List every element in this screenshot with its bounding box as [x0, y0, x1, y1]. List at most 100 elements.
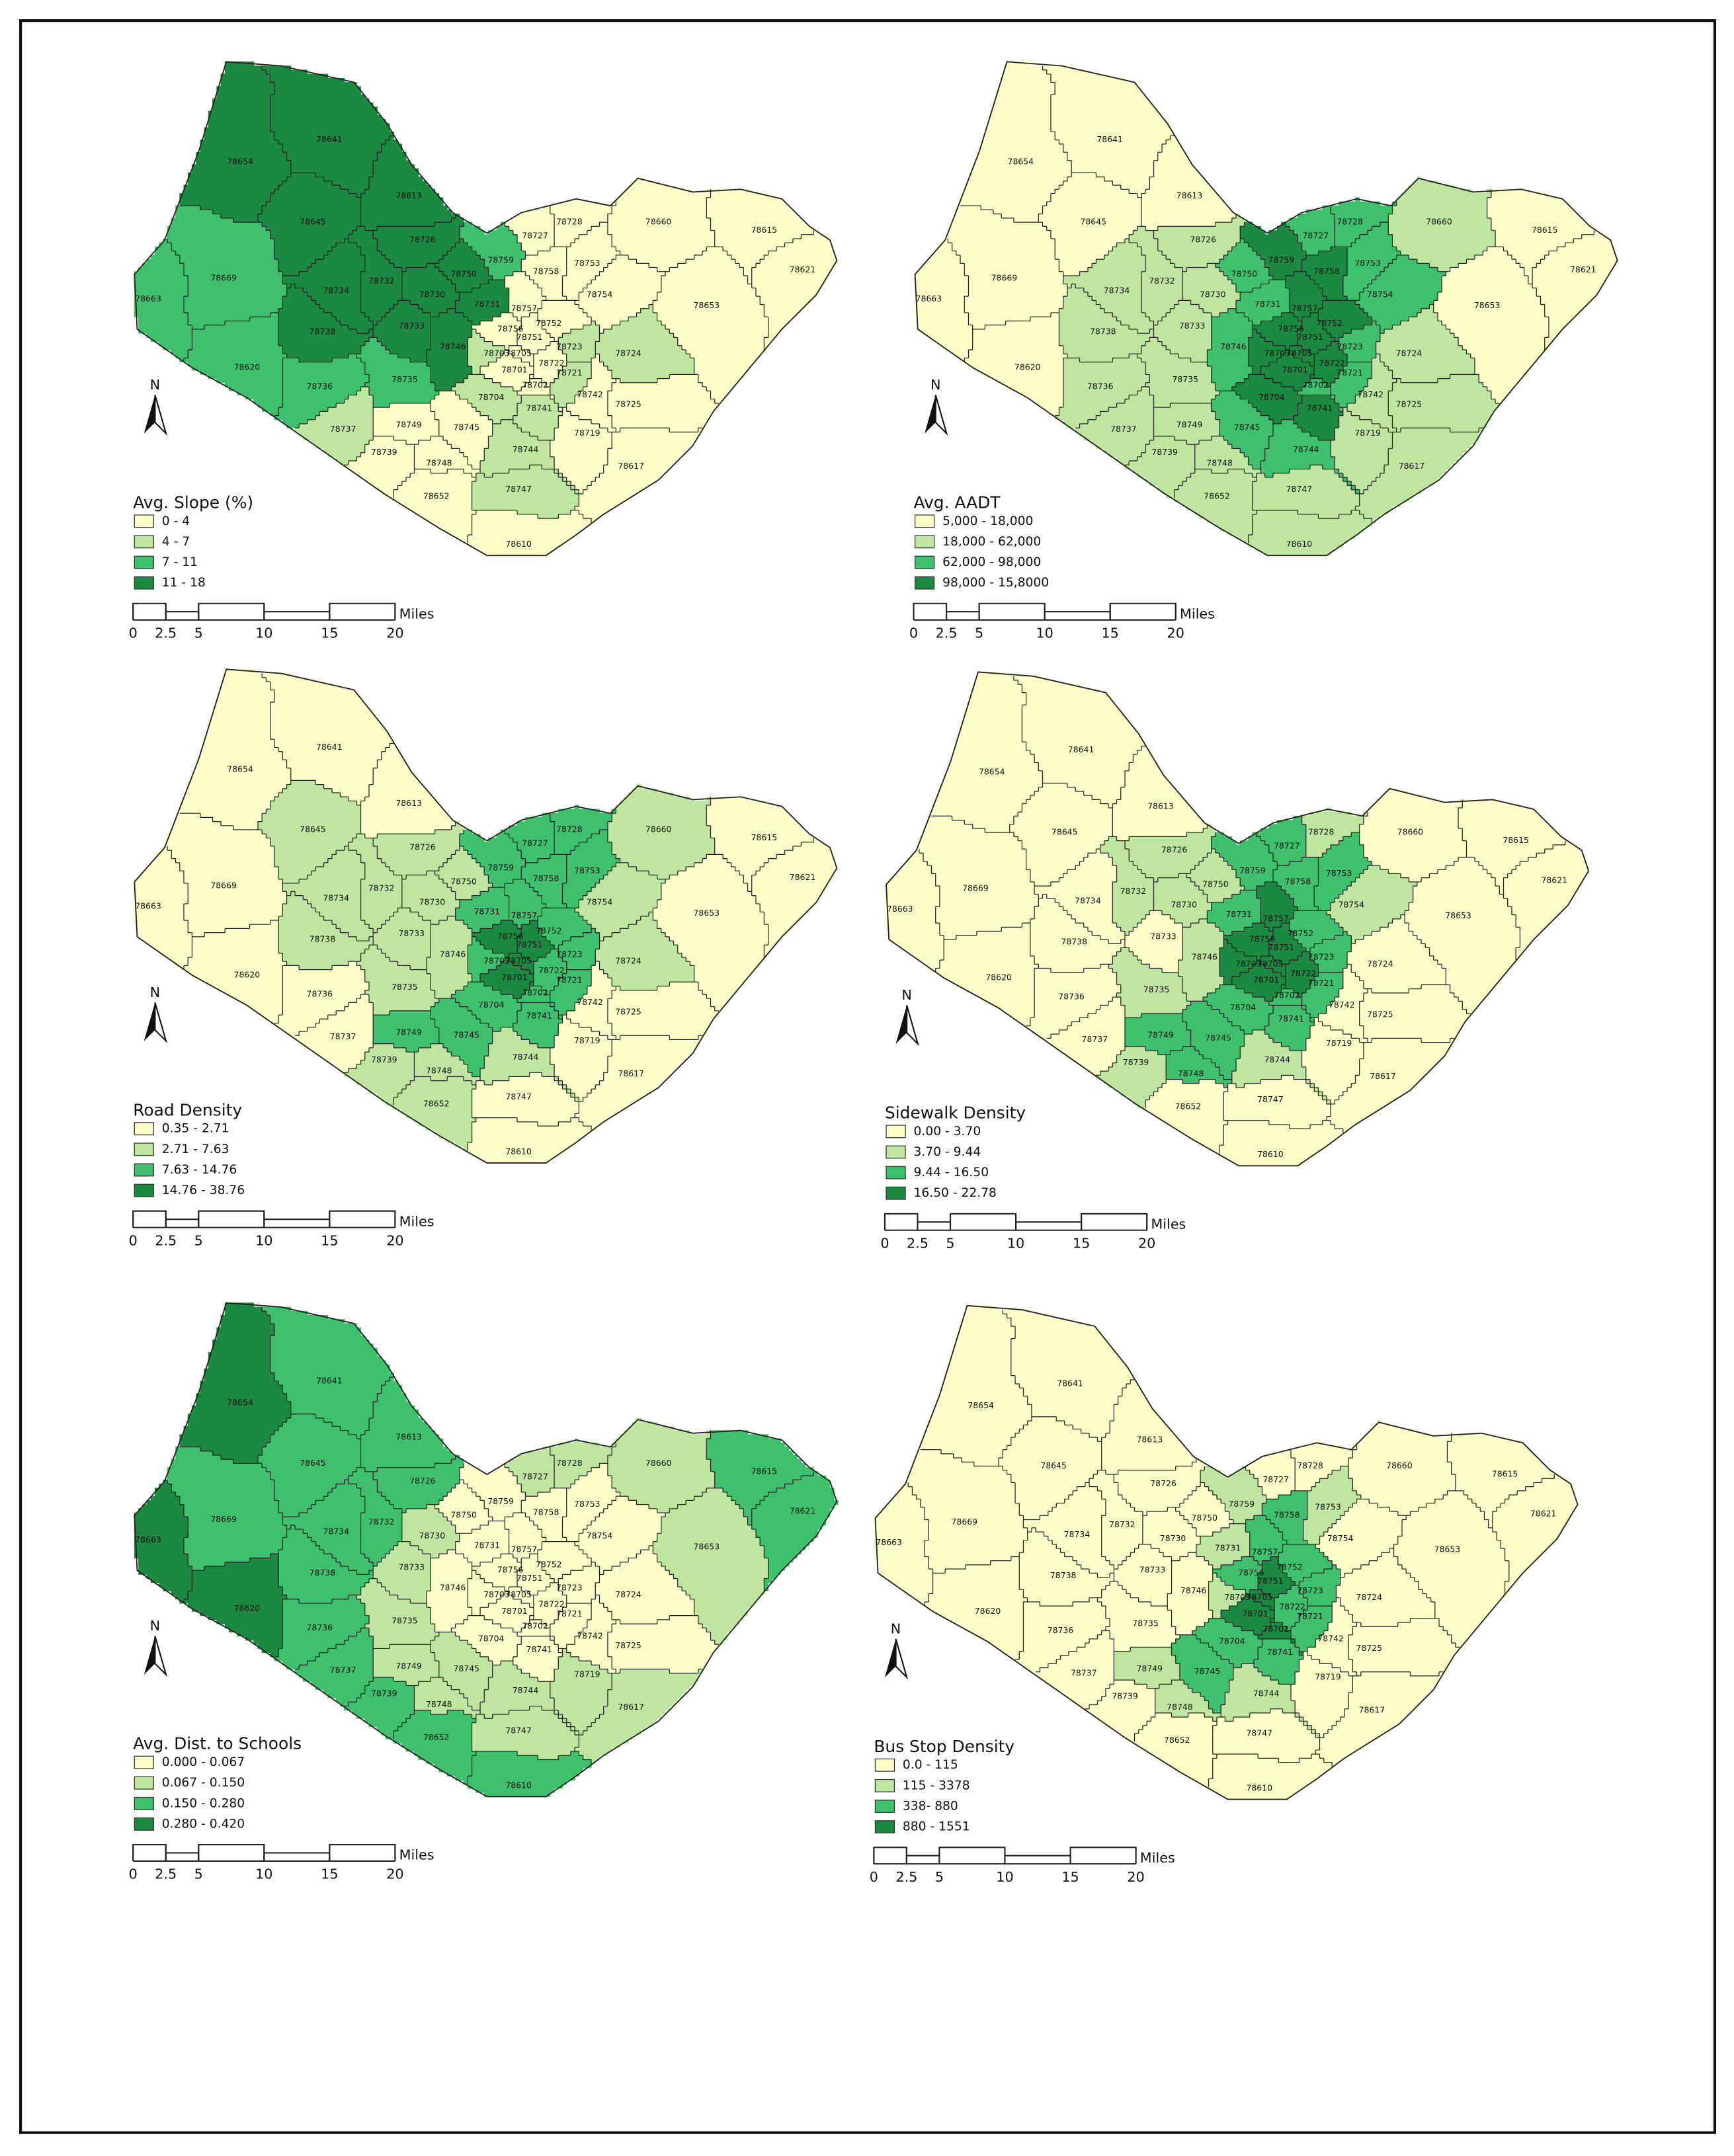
zip-label: 78617 [618, 461, 644, 471]
zip-label: 78730 [1160, 1533, 1186, 1543]
north-arrow [144, 1002, 155, 1041]
county-outline [874, 1304, 1579, 1800]
zip-label: 78738 [310, 1568, 336, 1577]
north-label: N [930, 377, 941, 393]
zip-label: 78723 [556, 341, 583, 351]
zip-label: 78746 [440, 949, 466, 959]
zip-label: 78703 [1224, 1592, 1251, 1602]
zip-label: 78724 [615, 348, 641, 358]
zip-label: 78652 [1175, 1101, 1202, 1111]
zip-label: 78660 [1397, 827, 1424, 837]
zip-label: 78669 [210, 1514, 237, 1524]
legend-title: Sidewalk Density [885, 1103, 1026, 1122]
zip-label: 78730 [419, 897, 446, 906]
county-outline [134, 61, 838, 557]
zip-label: 78726 [409, 1476, 436, 1486]
zip-label: 78749 [1147, 1030, 1174, 1040]
zip-label: 78654 [979, 766, 1005, 776]
zip-label: 78734 [323, 1527, 349, 1537]
zip-label: 78719 [574, 1035, 600, 1045]
zip-label: 78737 [1082, 1034, 1108, 1044]
legend-title: Bus Stop Density [874, 1737, 1014, 1756]
north-arrow [895, 1005, 907, 1044]
zip-label: 78613 [395, 190, 422, 200]
scale-label: 5 [194, 625, 203, 641]
legend-swatch [874, 1778, 895, 1792]
scale-bar [905, 1855, 940, 1864]
zip-label: 78749 [1137, 1663, 1163, 1673]
zip-label: 78749 [1177, 420, 1203, 430]
zip-label: 78641 [316, 1375, 343, 1385]
zip-label: 78737 [330, 424, 356, 434]
legend-label: 18,000 - 62,000 [942, 535, 1041, 549]
scale-label: 20 [1138, 1235, 1155, 1251]
scale-label: 15 [321, 625, 338, 641]
scale-label: 5 [935, 1869, 944, 1885]
zip-label: 78617 [1359, 1704, 1385, 1714]
zip-label: 78732 [368, 883, 395, 893]
zip-label: 78752 [536, 1559, 562, 1569]
legend-swatch [874, 1758, 895, 1772]
legend-label: 880 - 1551 [903, 1820, 970, 1834]
zip-label: 78669 [951, 1517, 977, 1527]
zip-label: 78620 [985, 973, 1012, 982]
zip-label: 78741 [526, 403, 552, 413]
county-outline [134, 668, 838, 1164]
scale-bar [1069, 1847, 1137, 1864]
zip-borders [167, 673, 814, 1151]
zip-label: 78744 [1253, 1688, 1280, 1698]
zip-label: 78652 [423, 491, 450, 500]
zip-label: 78705 [505, 1589, 532, 1599]
zip-label: 78705 [505, 348, 532, 358]
legend-title: Avg. Slope (%) [133, 493, 253, 512]
zip-label: 78744 [513, 1052, 539, 1062]
scale-bar [165, 1852, 200, 1861]
zip-label: 78736 [307, 1622, 333, 1632]
zip-label: 78721 [556, 368, 583, 378]
zip-label: 78724 [1356, 1592, 1382, 1602]
zip-label: 78728 [556, 824, 583, 834]
zip-label: 78610 [1286, 539, 1313, 549]
legend-label: 0.150 - 0.280 [162, 1796, 245, 1810]
zip-label: 78758 [1285, 876, 1311, 886]
scale-bar [884, 1213, 919, 1230]
zip-label: 78725 [615, 1640, 641, 1650]
scale-label: 5 [194, 1866, 203, 1882]
zip-label: 78654 [968, 1400, 994, 1410]
zip-label: 78733 [399, 321, 425, 331]
scale-label: 0 [909, 625, 918, 641]
scale-bar [938, 1847, 1006, 1864]
zip-label: 78702 [1303, 379, 1329, 389]
zip-label: 78728 [1308, 827, 1335, 837]
county-outline [134, 1302, 838, 1798]
zip-label: 78704 [1219, 1636, 1245, 1646]
map-panel: 78641 78654 78613 78645 78726 78669 78663 78734… [909, 61, 1620, 641]
zip-borders [947, 65, 1595, 543]
zip-label: 78723 [1308, 951, 1335, 961]
zip-label: 78727 [522, 230, 548, 240]
zip-label: 78742 [1329, 1000, 1355, 1010]
zip-label: 78753 [574, 1499, 600, 1509]
zip-label: 78653 [694, 300, 720, 310]
legend-label: 0.280 - 0.420 [162, 1817, 245, 1831]
map-panel: 78641 78654 78613 78645 78726 78669 78663 78734… [129, 61, 839, 641]
frame [19, 19, 1717, 2134]
zip-label: 78653 [1434, 1544, 1461, 1554]
zip-label: 78731 [474, 299, 501, 309]
zip-label: 78742 [577, 997, 603, 1007]
zip-label: 78737 [1071, 1667, 1097, 1677]
zip-label: 78747 [505, 1725, 532, 1735]
zip-label: 78736 [307, 381, 333, 391]
zip-label: 78702 [522, 379, 548, 389]
zip-label: 78746 [440, 1583, 466, 1593]
scale-label: 10 [255, 1232, 272, 1248]
zip-label: 78660 [645, 824, 672, 834]
zip-label: 78705 [505, 956, 532, 966]
scale-label: 0 [880, 1235, 889, 1251]
zip-label: 78734 [323, 285, 349, 295]
zip-label: 78752 [536, 318, 562, 328]
zip-label: 78749 [395, 1027, 422, 1037]
legend-label: 16.50 - 22.78 [914, 1186, 997, 1200]
zip-label: 78742 [1358, 389, 1384, 399]
zip-label: 78756 [1278, 323, 1304, 333]
